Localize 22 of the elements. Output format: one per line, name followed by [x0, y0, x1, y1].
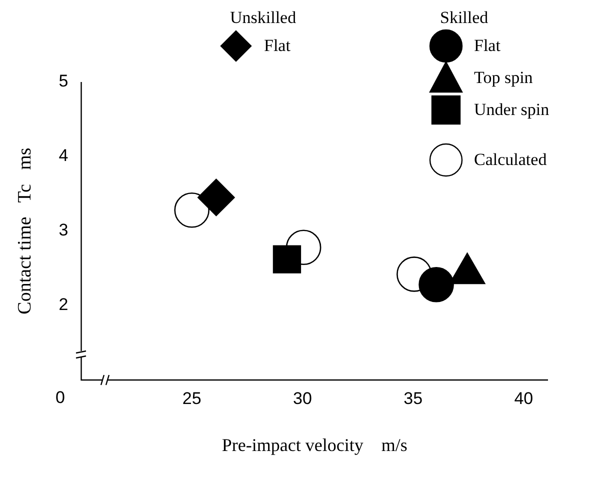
legend-label: Flat [474, 36, 500, 56]
y-axis-title: Contact time Tc ms [14, 148, 36, 314]
legend-label: Calculated [474, 150, 547, 170]
point [272, 245, 302, 274]
text: 0 [56, 388, 65, 408]
text: Unskilled [230, 8, 296, 28]
x-axis-title: Pre-impact velocity m/s [222, 434, 408, 455]
x-tick-label: 35 [404, 388, 423, 408]
legend-label: Flat [264, 36, 290, 56]
point [418, 266, 454, 302]
x-tick-label: 25 [182, 388, 202, 408]
x-tick-label: 30 [293, 388, 312, 408]
y-tick-label: 4 [58, 146, 68, 166]
text: Skilled [440, 8, 490, 28]
y-tick-label: 3 [58, 220, 68, 240]
legend-label: Top spin [474, 68, 533, 88]
x-tick-label: 40 [514, 388, 534, 408]
point [198, 178, 235, 216]
y-tick-label: 2 [58, 295, 68, 314]
y-tick-label: 5 [58, 72, 68, 91]
legend-label: Under spin [474, 100, 550, 120]
point [174, 192, 210, 228]
